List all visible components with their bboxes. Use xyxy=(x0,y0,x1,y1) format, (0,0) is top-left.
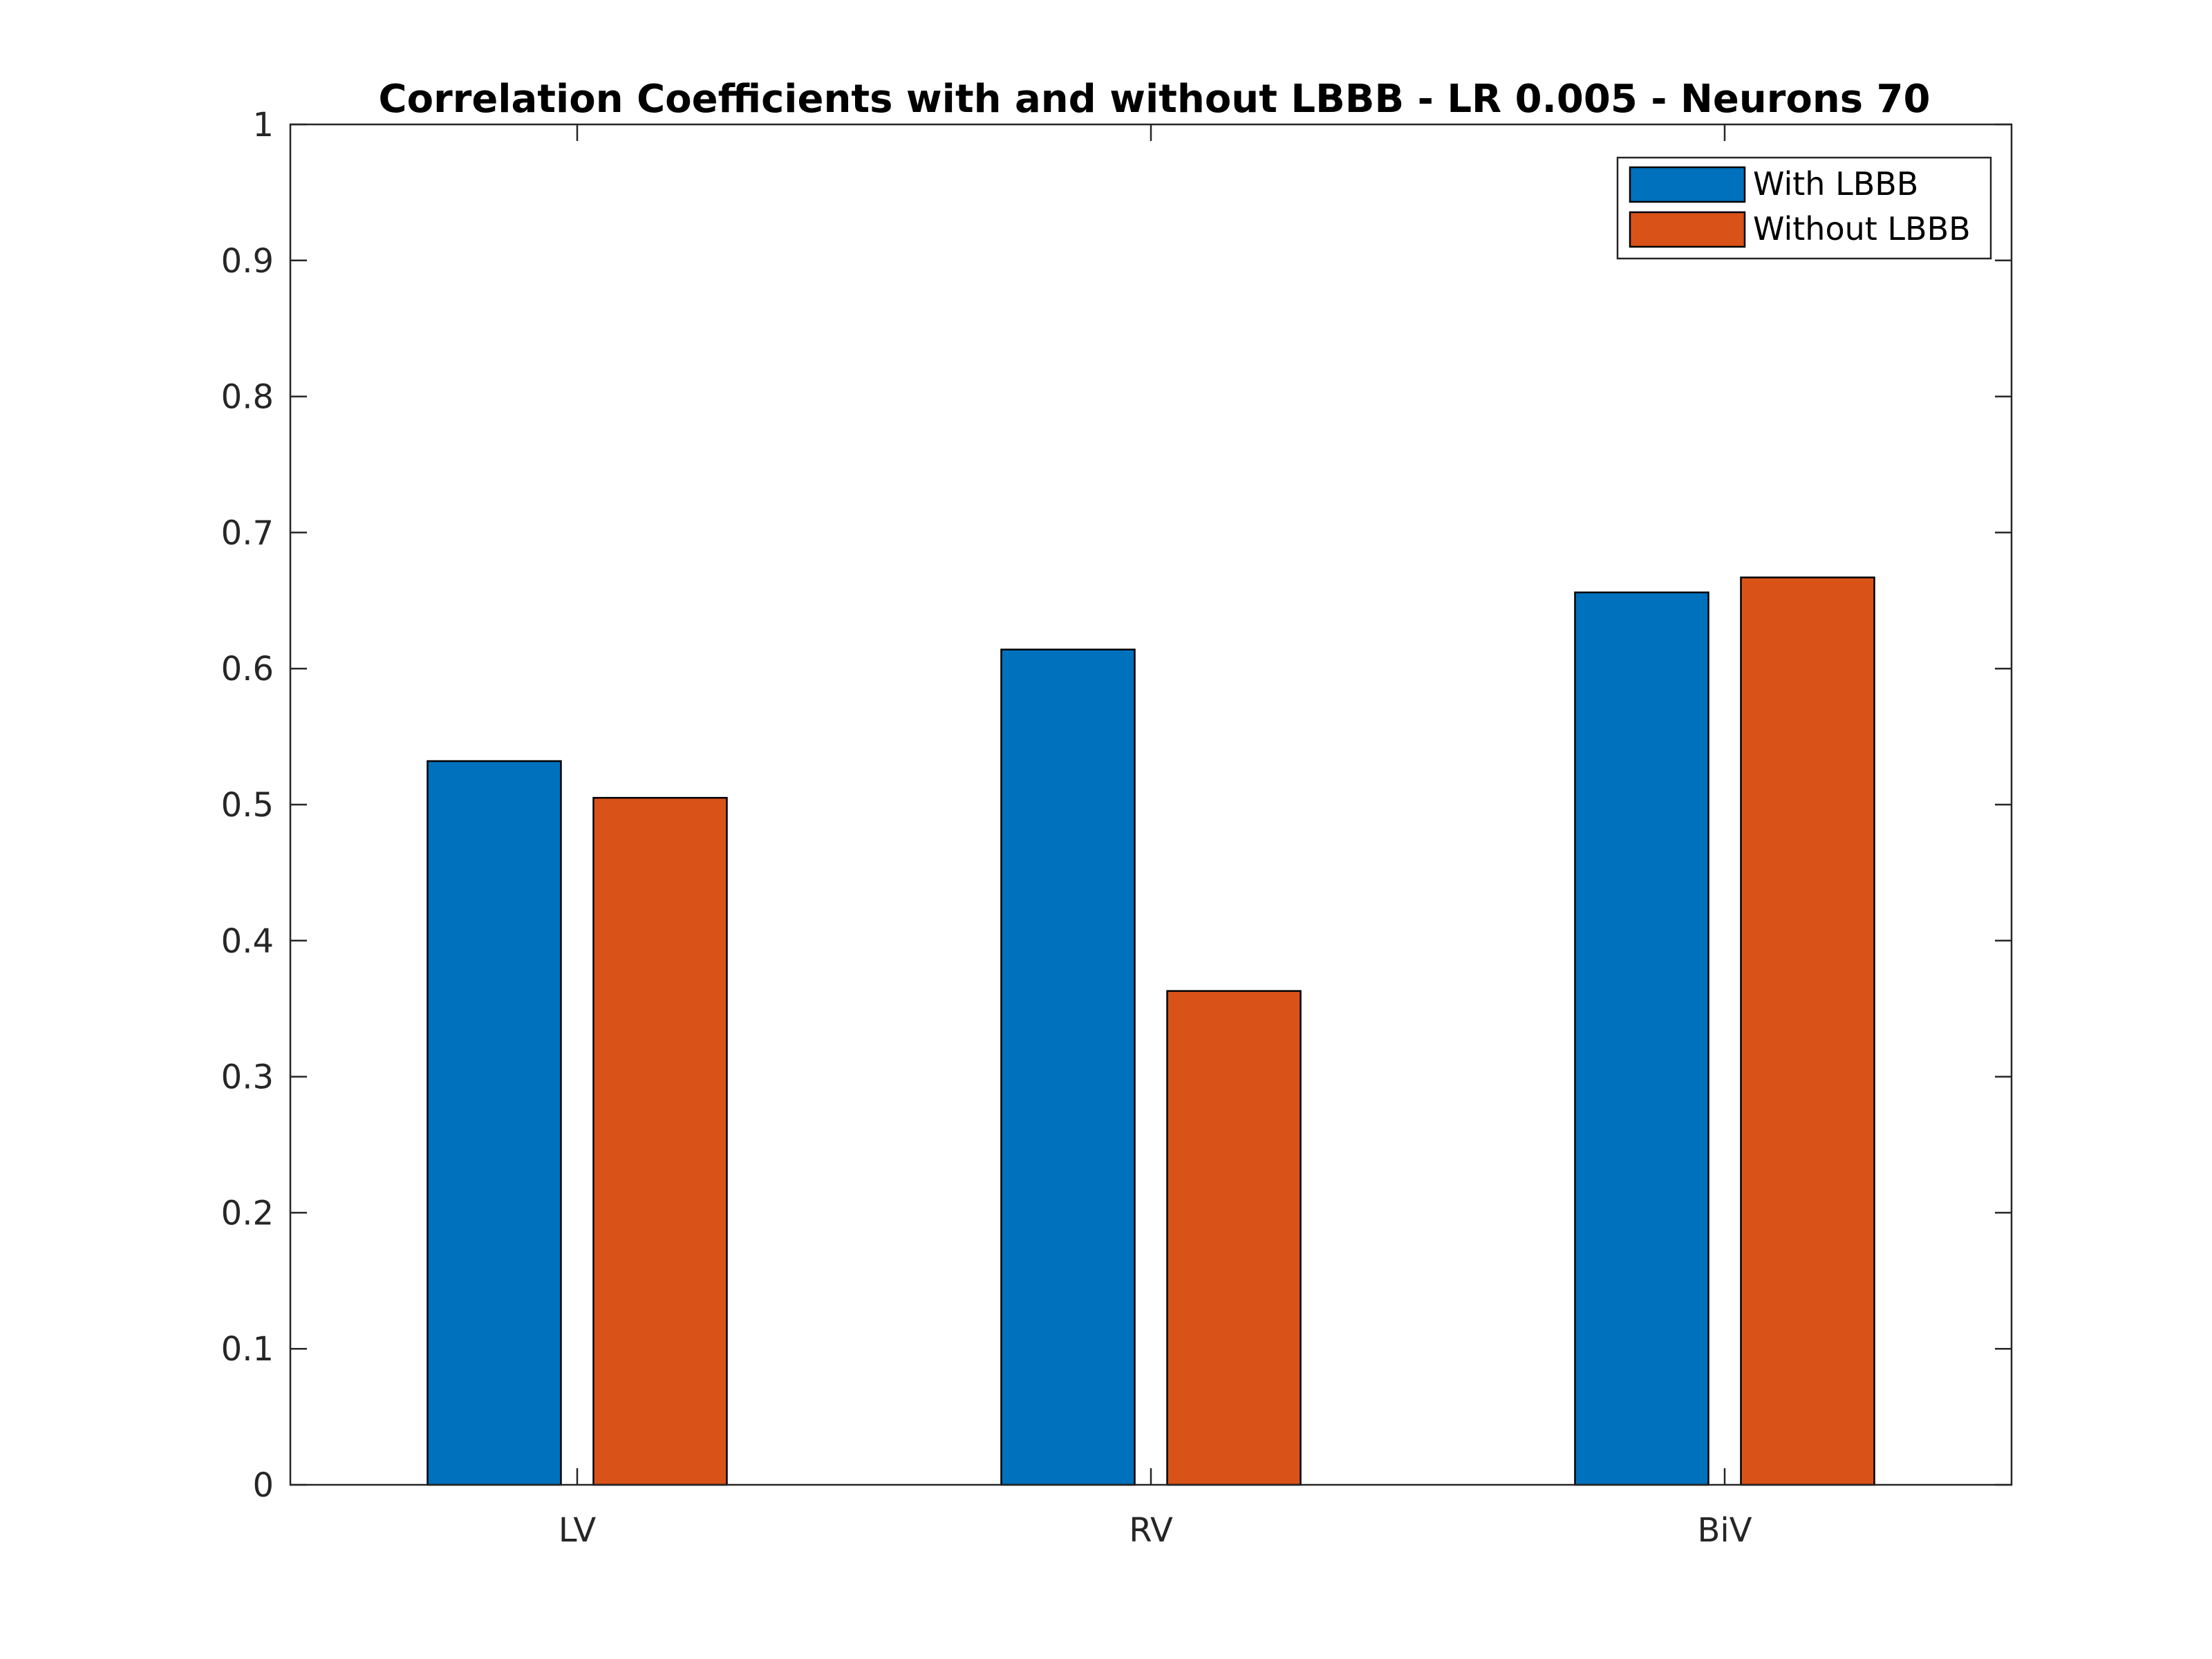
bar-lv-1 xyxy=(427,760,562,1486)
bar-lv-2 xyxy=(592,796,728,1486)
legend-swatch-1 xyxy=(1629,166,1746,203)
y-tick-label: 1 xyxy=(252,106,274,144)
legend: With LBBB Without LBBB xyxy=(1616,156,1992,260)
x-tick-label-rv: RV xyxy=(1129,1511,1173,1550)
legend-label-1: With LBBB xyxy=(1753,165,1918,203)
bar-rv-1 xyxy=(1000,648,1136,1486)
y-tick-label: 0.2 xyxy=(221,1194,274,1232)
legend-label-2: Without LBBB xyxy=(1753,210,1971,247)
y-tick-label: 0.3 xyxy=(221,1058,274,1097)
y-tick-label: 0 xyxy=(252,1466,274,1505)
y-tick-label: 0.8 xyxy=(221,378,274,417)
bar-biv-1 xyxy=(1574,591,1709,1486)
bar-biv-2 xyxy=(1740,577,1875,1486)
legend-swatch-2 xyxy=(1629,211,1746,248)
y-tick-label: 0.9 xyxy=(221,242,274,281)
chart-title: Correlation Coefficients with and withou… xyxy=(379,77,1931,122)
x-tick-label-biv: BiV xyxy=(1697,1511,1752,1550)
y-tick-label: 0.7 xyxy=(221,514,274,552)
y-tick-label: 0.4 xyxy=(221,922,274,961)
y-tick-label: 0.1 xyxy=(221,1330,274,1369)
plot-area: 0 0.1 0.2 0.3 0.4 0.5 0.6 0.7 0.8 0.9 1 LV RV BiV xyxy=(221,106,2013,1550)
y-tick-label: 0.5 xyxy=(221,786,274,825)
bar-rv-2 xyxy=(1166,990,1302,1486)
x-tick-label-lv: LV xyxy=(559,1511,596,1550)
y-tick-label: 0.6 xyxy=(221,650,274,688)
